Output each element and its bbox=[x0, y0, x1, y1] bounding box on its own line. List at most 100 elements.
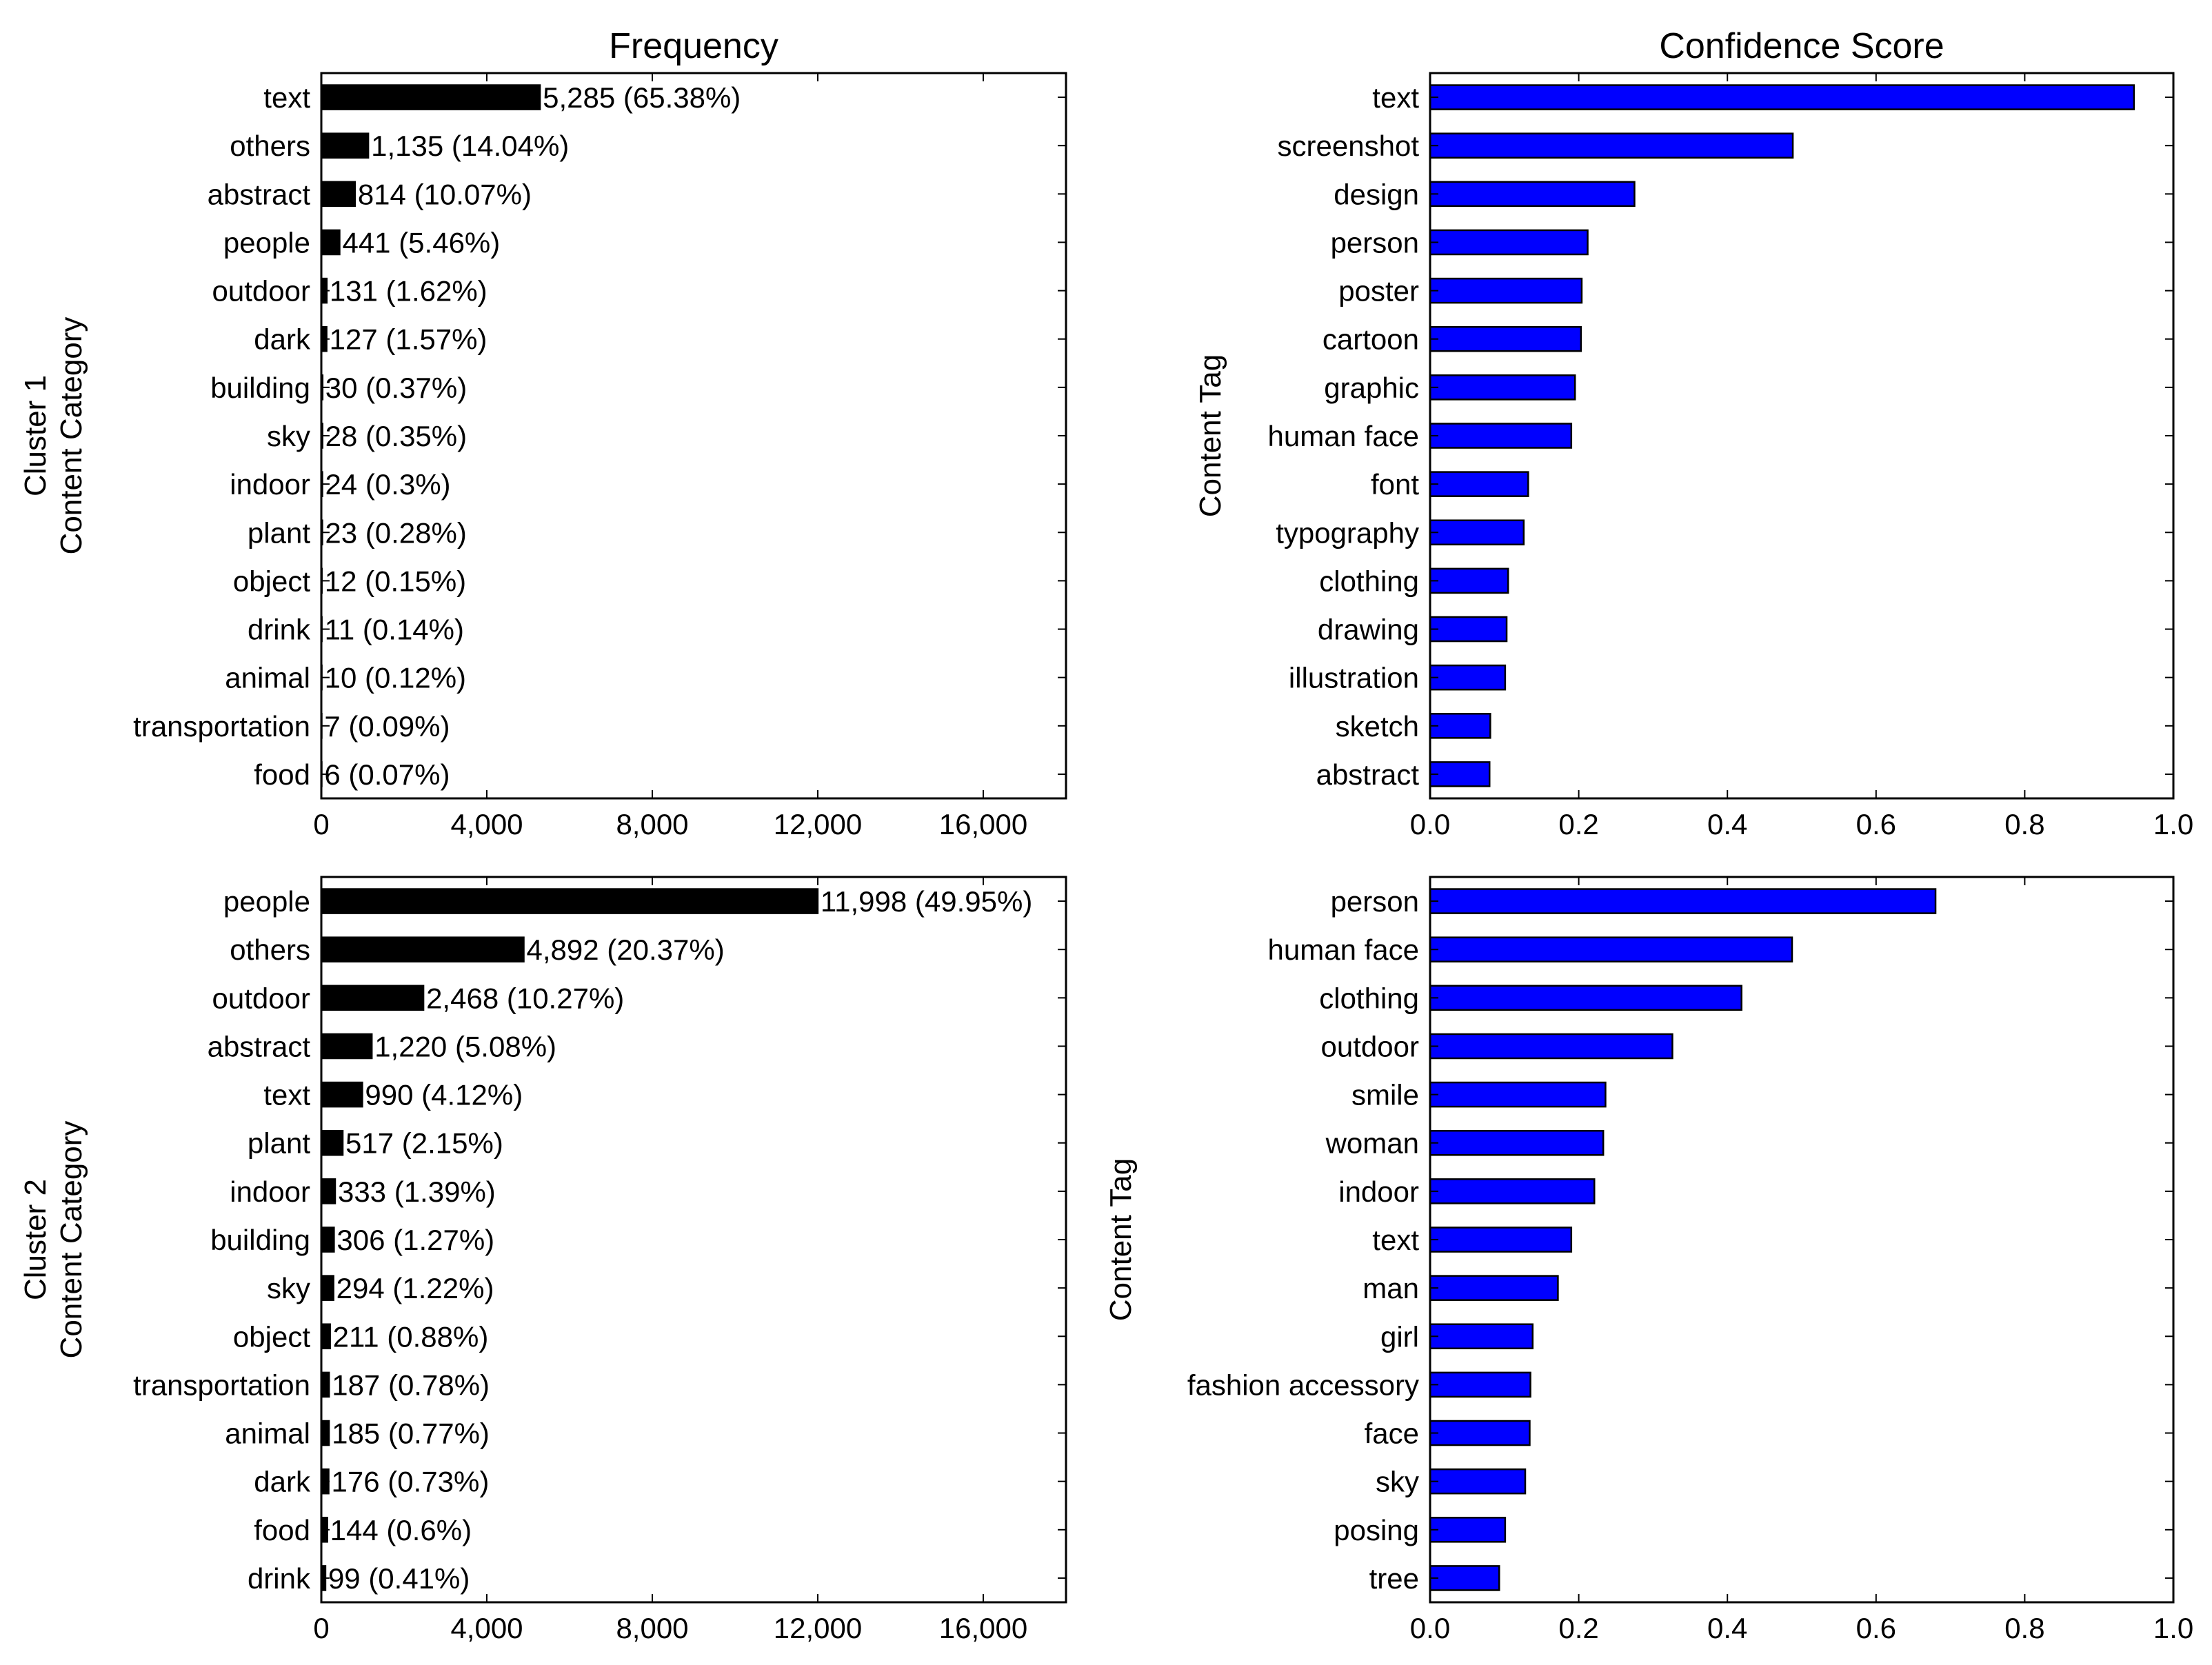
data-label: 11,998 (49.95%) bbox=[821, 885, 1032, 918]
bar-people bbox=[320, 888, 819, 914]
data-label: 306 (1.27%) bbox=[336, 1224, 494, 1256]
x-tick-label: 0.8 bbox=[2004, 1612, 2044, 1644]
data-label: 7 (0.09%) bbox=[324, 710, 450, 743]
bar-abstract bbox=[1429, 761, 1491, 787]
category-label: text bbox=[1372, 81, 1419, 114]
data-label: 294 (1.22%) bbox=[336, 1272, 494, 1304]
category-label: drink bbox=[248, 1562, 311, 1595]
category-label: animal bbox=[225, 1417, 310, 1450]
bar-drawing bbox=[1429, 616, 1508, 643]
bar-cartoon bbox=[1429, 325, 1582, 352]
category-label: building bbox=[210, 372, 310, 404]
bar-girl bbox=[1429, 1323, 1534, 1350]
data-label: 99 (0.41%) bbox=[328, 1562, 470, 1595]
category-label: outdoor bbox=[212, 982, 310, 1014]
category-label: human face bbox=[1268, 420, 1419, 452]
bar-abstract bbox=[320, 1033, 373, 1060]
category-label: drawing bbox=[1318, 614, 1419, 646]
bar-human-face bbox=[1429, 423, 1573, 449]
category-label: abstract bbox=[208, 178, 311, 210]
category-label: building bbox=[210, 1224, 310, 1256]
bar-text bbox=[320, 84, 541, 110]
category-label: poster bbox=[1338, 275, 1419, 307]
category-label: face bbox=[1365, 1417, 1419, 1450]
category-label: sky bbox=[267, 1272, 310, 1304]
x-tick-label: 12,000 bbox=[774, 1612, 862, 1644]
data-label: 2,468 (10.27%) bbox=[426, 982, 624, 1014]
category-label: clothing bbox=[1319, 982, 1419, 1014]
category-label: transportation bbox=[133, 710, 310, 743]
category-label: abstract bbox=[1316, 758, 1420, 791]
bar-tree bbox=[1429, 1565, 1500, 1591]
bar-smile bbox=[1429, 1081, 1607, 1108]
category-label: illustration bbox=[1289, 662, 1419, 694]
chart-panel-4: person human face clothing outdoor smile woma… bbox=[1104, 876, 2193, 1644]
x-tick-label: 0 bbox=[313, 1612, 329, 1644]
data-label: 333 (1.39%) bbox=[338, 1175, 496, 1208]
bar-person bbox=[1429, 888, 1937, 914]
category-label: indoor bbox=[1338, 1175, 1419, 1208]
bar-outdoor bbox=[1429, 1033, 1673, 1060]
bar-others bbox=[320, 936, 525, 962]
category-label: screenshot bbox=[1278, 130, 1420, 162]
bar-indoor bbox=[1429, 1178, 1596, 1204]
category-label: indoor bbox=[230, 468, 310, 501]
category-label: sky bbox=[267, 420, 310, 452]
x-tick-label: 1.0 bbox=[2153, 1612, 2193, 1644]
category-label: girl bbox=[1380, 1320, 1419, 1353]
data-label: 30 (0.37%) bbox=[325, 372, 467, 404]
y-axis-label: Content Category bbox=[54, 317, 88, 555]
x-tick-label: 0.6 bbox=[1856, 808, 1896, 840]
category-label: animal bbox=[225, 662, 310, 694]
category-label: others bbox=[230, 934, 310, 966]
x-tick-label: 1.0 bbox=[2153, 808, 2193, 840]
x-tick-label: 16,000 bbox=[939, 1612, 1027, 1644]
x-tick-label: 0.8 bbox=[2004, 808, 2044, 840]
category-label: object bbox=[233, 565, 310, 597]
bar-clothing bbox=[1429, 567, 1509, 594]
data-label: 1,220 (5.08%) bbox=[374, 1030, 556, 1062]
category-label: text bbox=[263, 1079, 310, 1111]
x-tick-label: 4,000 bbox=[450, 1612, 523, 1644]
bar-face bbox=[1429, 1420, 1531, 1446]
category-label: outdoor bbox=[212, 275, 310, 307]
category-label: woman bbox=[1325, 1127, 1419, 1160]
category-label: object bbox=[233, 1320, 310, 1353]
category-label: person bbox=[1331, 885, 1419, 918]
x-tick-label: 0.2 bbox=[1558, 1612, 1598, 1644]
x-tick-label: 4,000 bbox=[450, 808, 523, 840]
data-label: 5,285 (65.38%) bbox=[543, 81, 741, 114]
data-label: 144 (0.6%) bbox=[330, 1514, 472, 1546]
category-label: dark bbox=[254, 1466, 311, 1498]
bar-poster bbox=[1429, 277, 1583, 304]
data-label: 176 (0.73%) bbox=[332, 1466, 490, 1498]
category-label: plant bbox=[248, 1127, 310, 1160]
category-label: cartoon bbox=[1323, 323, 1419, 356]
data-label: 131 (1.62%) bbox=[330, 275, 487, 307]
bar-text bbox=[1429, 1227, 1573, 1253]
category-label: transportation bbox=[133, 1369, 310, 1401]
chart-panel-1: Frequency text 5,285 (65.38%) others 1,135 (… bbox=[19, 26, 1067, 840]
data-label: 28 (0.35%) bbox=[325, 420, 467, 452]
data-label: 814 (10.07%) bbox=[358, 178, 532, 210]
bar-graphic bbox=[1429, 374, 1576, 401]
y-axis-label: Content Tag bbox=[1104, 1158, 1138, 1321]
data-label: 185 (0.77%) bbox=[332, 1417, 490, 1450]
category-label: text bbox=[1372, 1224, 1419, 1256]
category-label: design bbox=[1334, 178, 1419, 210]
category-label: font bbox=[1371, 468, 1419, 501]
x-tick-label: 12,000 bbox=[774, 808, 862, 840]
x-tick-label: 0.6 bbox=[1856, 1612, 1896, 1644]
plot-frame bbox=[320, 876, 1067, 1604]
bar-woman bbox=[1429, 1129, 1605, 1156]
category-label: people bbox=[223, 226, 310, 259]
x-tick-label: 0.4 bbox=[1707, 1612, 1747, 1644]
y-axis-label: Cluster 1 bbox=[19, 375, 52, 496]
data-label: 24 (0.3%) bbox=[325, 468, 450, 501]
data-label: 211 (0.88%) bbox=[333, 1320, 489, 1353]
category-label: tree bbox=[1369, 1562, 1419, 1595]
chart-title: Confidence Score bbox=[1659, 26, 1944, 66]
plot-frame bbox=[1429, 876, 2175, 1604]
data-label: 11 (0.14%) bbox=[325, 614, 464, 646]
